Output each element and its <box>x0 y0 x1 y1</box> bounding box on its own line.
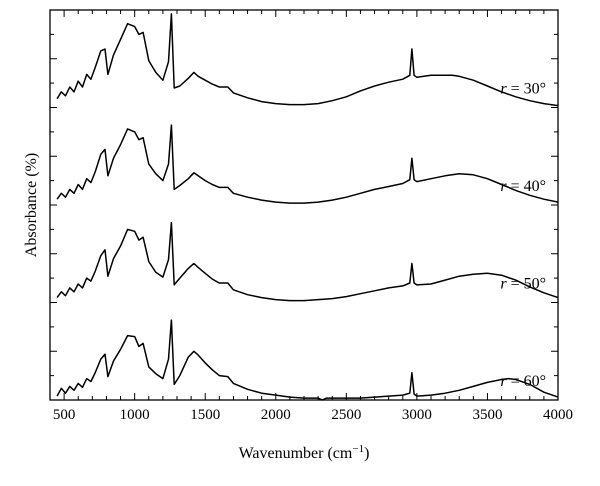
x-tick-label: 500 <box>53 407 76 423</box>
x-tick-label: 1000 <box>120 407 150 423</box>
x-tick-label: 1500 <box>190 407 220 423</box>
series-label-2: r = 40° <box>500 178 546 195</box>
series-line-2 <box>56 124 559 204</box>
series-label-1: r = 30° <box>500 81 546 98</box>
x-tick-label: 3500 <box>472 407 502 423</box>
x-tick-label: 3000 <box>402 407 432 423</box>
series-labels: r = 30° r = 40° r = 50° r = 60° <box>500 81 546 391</box>
x-tick-label: 4000 <box>543 407 573 423</box>
plot-area <box>56 13 559 401</box>
plot-frame <box>49 9 559 401</box>
y-axis-title: Absorbance (%) <box>23 153 40 257</box>
axis-ticks: 500 1000 1500 2000 2500 3000 3500 4000 <box>50 10 573 423</box>
series-line-4 <box>56 319 559 401</box>
x-tick-label: 2500 <box>331 407 361 423</box>
series-label-4: r = 60° <box>500 373 546 390</box>
x-tick-label: 2000 <box>261 407 291 423</box>
series-label-3: r = 50° <box>500 276 546 293</box>
series-line-3 <box>56 221 559 302</box>
x-axis-title: Wavenumber (cm−1) <box>239 443 370 462</box>
series-line-1 <box>56 13 559 107</box>
